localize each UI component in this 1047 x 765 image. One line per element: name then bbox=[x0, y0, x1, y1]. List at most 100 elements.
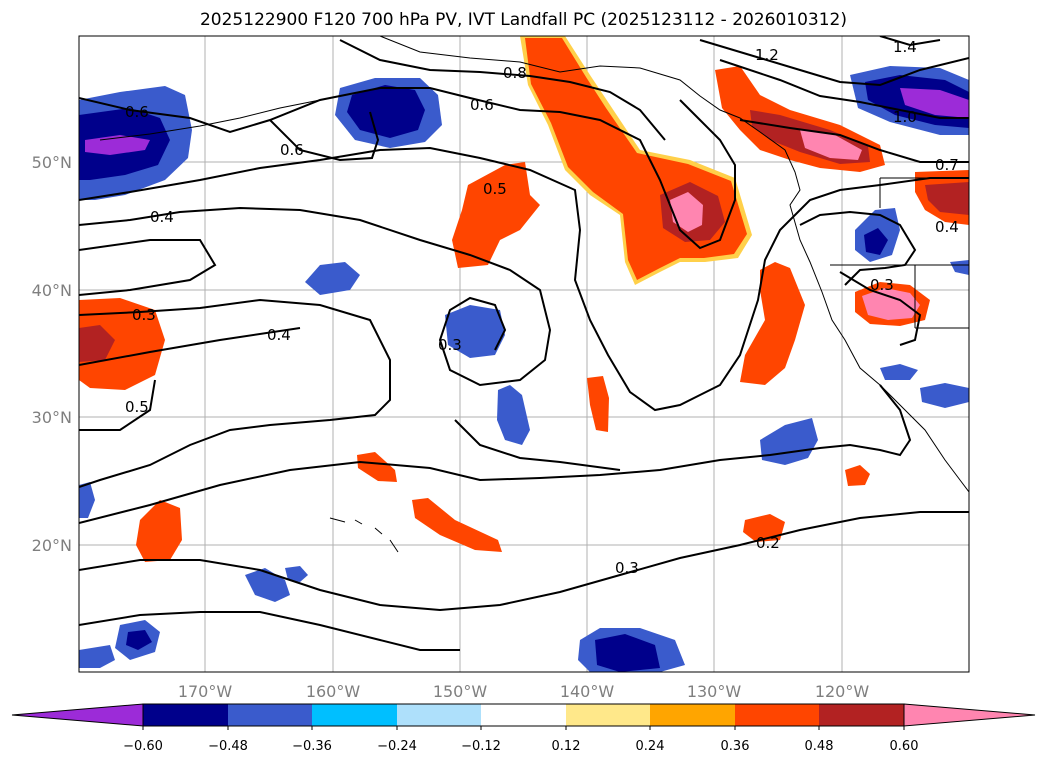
colorbar-tick-label: 0.24 bbox=[636, 739, 665, 754]
pv-negative-aleutian-core bbox=[347, 85, 425, 138]
pv-negative-small-k bbox=[880, 364, 918, 380]
contour-label: 0.3 bbox=[132, 306, 156, 324]
lon-labels: 170°W 160°W 150°W 140°W 130°W 120°W bbox=[178, 682, 870, 701]
colorbar-segment bbox=[228, 704, 312, 726]
contour-0-4-loop bbox=[79, 206, 552, 387]
pv-positive-california-offshore bbox=[740, 262, 805, 385]
map-title: 2025122900 F120 700 hPa PV, IVT Landfall… bbox=[199, 10, 847, 30]
hawaiian-islands bbox=[329, 517, 399, 553]
contour-0-4-west bbox=[79, 239, 217, 296]
pv-positive-small-f bbox=[845, 465, 870, 486]
pv-positive-west-edge bbox=[79, 298, 165, 390]
colorbar: −0.60 −0.48 −0.36 −0.24 −0.12 0.12 0.24 … bbox=[11, 703, 1036, 754]
contour-label: 0.6 bbox=[280, 141, 304, 159]
pv-positive-small-a bbox=[587, 376, 609, 432]
positive-pv-regions bbox=[79, 36, 969, 562]
contour-0-4-mid bbox=[79, 327, 301, 366]
colorbar-segment bbox=[735, 704, 819, 726]
pv-negative-small-l bbox=[950, 260, 969, 275]
pv-negative-small-b bbox=[497, 385, 530, 445]
colorbar-tick-label: 0.12 bbox=[552, 739, 581, 754]
colorbar-tick-label: 0.36 bbox=[721, 739, 750, 754]
lon-label: 160°W bbox=[306, 682, 361, 701]
contour-label: 0.7 bbox=[935, 156, 959, 174]
contour-0-6-north bbox=[79, 87, 736, 250]
contour-label: 0.6 bbox=[470, 96, 494, 114]
lat-label: 20°N bbox=[32, 536, 72, 555]
pv-negative-small-d-core bbox=[864, 228, 888, 255]
contour-1-2 bbox=[699, 39, 969, 87]
contour-0-2 bbox=[79, 511, 969, 612]
pv-negative-small-i bbox=[79, 482, 95, 518]
colorbar-tick-label: 0.60 bbox=[890, 739, 919, 754]
contour-label: 1.0 bbox=[893, 108, 917, 126]
contour-0-5-west bbox=[79, 379, 156, 431]
pv-positive-small-c bbox=[412, 498, 502, 552]
colorbar-tick-label: −0.24 bbox=[377, 739, 417, 754]
contour-label: 1.4 bbox=[893, 38, 917, 56]
colorbar-tick-label: −0.36 bbox=[292, 739, 332, 754]
contour-0-7 bbox=[739, 119, 969, 163]
contour-0-3-east bbox=[839, 271, 922, 346]
colorbar-tick-label: −0.48 bbox=[208, 739, 248, 754]
contour-label: 0.2 bbox=[756, 534, 780, 552]
contour-0-8 bbox=[339, 39, 666, 141]
pv-positive-coast-north-max bbox=[800, 130, 862, 160]
contour-label: 0.3 bbox=[615, 559, 639, 577]
contour-0-2-south bbox=[79, 611, 460, 651]
colorbar-segment bbox=[312, 704, 397, 726]
contour-label: 0.4 bbox=[150, 208, 174, 226]
contour-label: 0.8 bbox=[503, 64, 527, 82]
north-american-coast bbox=[379, 36, 969, 493]
colorbar-tick-marks bbox=[142, 726, 905, 730]
contour-0-3-west bbox=[79, 298, 391, 488]
pv-negative-small-h bbox=[285, 566, 308, 582]
colorbar-tick-label: 0.48 bbox=[805, 739, 834, 754]
pv-negative-south-core bbox=[595, 634, 660, 672]
colorbar-segment bbox=[397, 704, 481, 726]
contour-label: 0.6 bbox=[125, 103, 149, 121]
pv-positive-nepac-max bbox=[670, 192, 703, 232]
lat-label: 50°N bbox=[32, 153, 72, 172]
colorbar-tick-label: −0.12 bbox=[461, 739, 501, 754]
pv-positive-small-b bbox=[357, 452, 397, 482]
colorbar-segment bbox=[819, 704, 904, 726]
pv-negative-small-a bbox=[305, 262, 360, 295]
colorbar-tick-label: −0.60 bbox=[123, 739, 163, 754]
pv-negative-midpac bbox=[445, 305, 505, 358]
pv-negative-small-c bbox=[760, 418, 818, 465]
map-content: 0.8 0.6 0.6 0.6 0.5 0.4 0.3 0.4 0.3 0.5 … bbox=[79, 36, 969, 672]
contour-0-5 bbox=[79, 146, 969, 412]
contour-label: 0.3 bbox=[870, 276, 894, 294]
contour-0-4-east bbox=[799, 210, 917, 286]
colorbar-segment bbox=[566, 704, 650, 726]
pv-negative-small-f bbox=[79, 645, 115, 668]
lon-label: 150°W bbox=[433, 682, 488, 701]
lon-label: 140°W bbox=[560, 682, 615, 701]
lon-label: 130°W bbox=[687, 682, 742, 701]
aleutian-chain bbox=[99, 97, 331, 141]
contour-0-3-south bbox=[79, 384, 912, 524]
lat-label: 40°N bbox=[32, 281, 72, 300]
pv-positive-california-max bbox=[862, 288, 920, 320]
contour-label: 0.5 bbox=[125, 398, 149, 416]
colorbar-segment bbox=[650, 704, 735, 726]
contour-label: 0.4 bbox=[267, 326, 291, 344]
map-frame bbox=[78, 35, 970, 673]
pv-positive-small-e bbox=[743, 514, 785, 542]
lat-label: 30°N bbox=[32, 408, 72, 427]
colorbar-extend-right bbox=[903, 703, 1036, 727]
pv-positive-small-d bbox=[136, 500, 182, 562]
contour-1-4 bbox=[879, 36, 941, 47]
lon-label: 170°W bbox=[178, 682, 233, 701]
pv-positive-east-edge-core bbox=[925, 182, 969, 215]
contour-label: 0.5 bbox=[483, 180, 507, 198]
contour-label: 0.4 bbox=[935, 218, 959, 236]
contour-0-6-loop bbox=[269, 111, 380, 162]
contour-0-3-inner bbox=[454, 419, 621, 471]
contour-1-0 bbox=[719, 59, 969, 119]
ivt-contours bbox=[79, 36, 969, 651]
pv-negative-ne-max bbox=[900, 88, 969, 118]
colorbar-segment bbox=[481, 704, 566, 726]
